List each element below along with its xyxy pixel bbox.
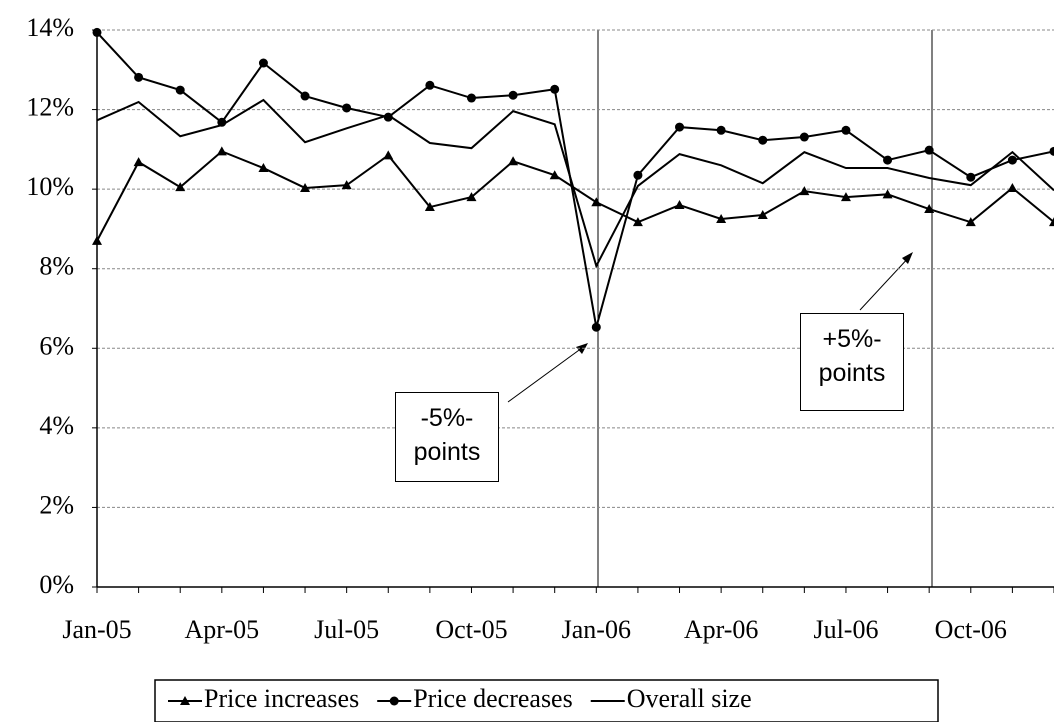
series-line (96, 31, 1054, 328)
y-tick-label: 14% (26, 13, 74, 42)
marker (133, 157, 144, 167)
legend-label: Price decreases (413, 684, 573, 713)
x-tick-label: Apr-06 (684, 615, 759, 644)
marker (466, 192, 477, 202)
legend-label: Overall size (627, 684, 752, 713)
x-tick-label: Jul-05 (314, 615, 379, 644)
marker (882, 189, 893, 199)
marker (508, 90, 518, 100)
marker (1049, 146, 1054, 156)
legend-label: Price increases (204, 684, 359, 713)
marker (424, 202, 435, 212)
y-tick-label: 2% (39, 490, 74, 519)
marker (632, 217, 643, 227)
marker (508, 156, 519, 166)
marker (716, 213, 727, 223)
marker (342, 103, 352, 113)
marker (716, 125, 726, 135)
marker (175, 182, 186, 192)
marker (591, 197, 602, 207)
annotation: -5%- points (395, 392, 499, 482)
marker (591, 322, 601, 332)
marker (883, 155, 893, 165)
marker (383, 150, 394, 160)
marker (258, 58, 268, 68)
series-line (96, 150, 1054, 242)
marker (840, 192, 851, 202)
marker (757, 210, 768, 220)
marker (799, 186, 810, 196)
arrow (859, 254, 912, 311)
marker (92, 235, 102, 245)
marker (1007, 155, 1017, 165)
marker (549, 170, 560, 180)
marker (965, 217, 976, 227)
y-tick-label: 0% (39, 570, 74, 599)
marker (300, 182, 311, 192)
arrow (507, 344, 587, 403)
x-tick-label: Oct-06 (935, 615, 1007, 644)
legend-box (154, 679, 939, 722)
marker (134, 72, 144, 82)
x-tick-label: Jan-06 (562, 615, 631, 644)
legend-marker (389, 696, 399, 706)
marker (92, 27, 102, 37)
marker (799, 132, 809, 142)
x-tick-label: Oct-05 (435, 615, 507, 644)
marker (675, 122, 685, 132)
annotation: +5%- points (800, 313, 904, 411)
marker (466, 93, 476, 103)
y-tick-label: 8% (39, 252, 74, 281)
marker (924, 145, 934, 155)
arrowhead (902, 252, 913, 264)
marker (1049, 217, 1054, 227)
x-tick-label: Jan-05 (62, 615, 131, 644)
marker (674, 200, 685, 210)
marker (633, 170, 643, 180)
marker (425, 80, 435, 90)
y-tick-label: 12% (26, 93, 74, 122)
marker (1007, 182, 1018, 192)
y-tick-label: 10% (26, 172, 74, 201)
marker (341, 180, 352, 190)
marker (175, 85, 185, 95)
y-tick-label: 4% (39, 411, 74, 440)
y-tick-label: 6% (39, 331, 74, 360)
marker (966, 172, 976, 182)
marker (924, 204, 935, 214)
legend-marker (180, 696, 190, 705)
series-line (96, 98, 1054, 269)
marker (758, 135, 768, 145)
x-tick-label: Apr-05 (185, 615, 260, 644)
marker (841, 125, 851, 135)
x-tick-label: Jul-06 (813, 615, 878, 644)
marker (216, 146, 227, 156)
marker (258, 163, 269, 173)
marker (300, 91, 310, 101)
marker (550, 84, 560, 94)
